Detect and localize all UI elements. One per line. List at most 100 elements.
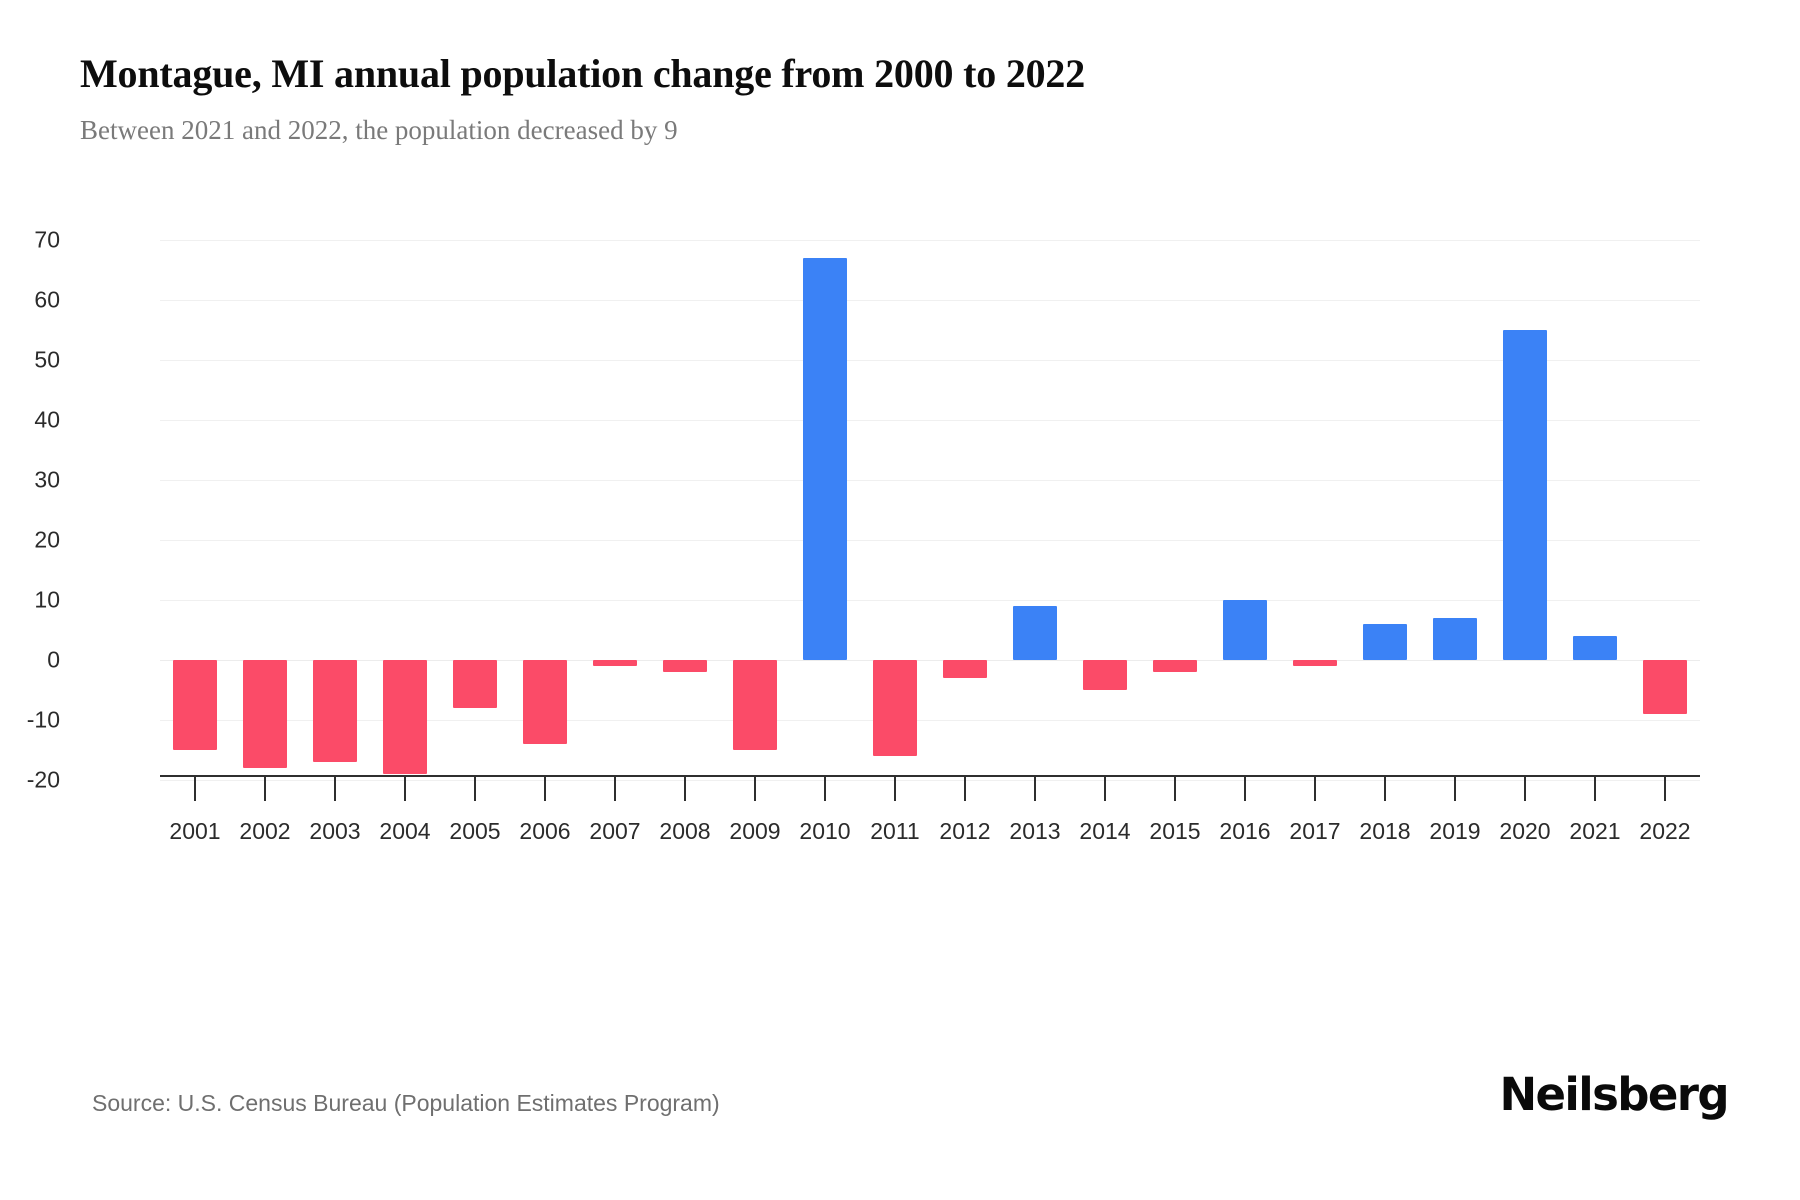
bar-slot (370, 240, 440, 780)
bar-slot (1210, 240, 1280, 780)
source-note: Source: U.S. Census Bureau (Population E… (92, 1090, 720, 1116)
x-axis-tick-label: 2011 (870, 818, 920, 844)
x-axis-tick (404, 777, 406, 801)
x-axis-tick (1034, 777, 1036, 801)
x-axis-tick-label: 2014 (1079, 818, 1131, 844)
bar[interactable] (313, 660, 357, 762)
bar-slot (300, 240, 370, 780)
bar[interactable] (943, 660, 987, 678)
x-axis-tick-label: 2013 (1009, 818, 1061, 844)
x-axis-tick-label: 2016 (1219, 818, 1271, 844)
bar-slot (790, 240, 860, 780)
y-axis-tick-label: 20 (34, 526, 60, 553)
x-axis-tick (474, 777, 476, 801)
x-axis-tick (684, 777, 686, 801)
bar[interactable] (1153, 660, 1197, 672)
x-axis-tick (894, 777, 896, 801)
x-axis-tick (1594, 777, 1596, 801)
x-axis-tick-label: 2020 (1499, 818, 1551, 844)
y-axis-tick-label: 60 (34, 286, 60, 313)
x-axis-tick (1174, 777, 1176, 801)
x-axis-tick-label: 2006 (519, 818, 571, 844)
x-axis-tick (614, 777, 616, 801)
x-axis-tick-label: 2022 (1639, 818, 1691, 844)
bar-slot (1490, 240, 1560, 780)
page-title: Montague, MI annual population change fr… (80, 51, 1086, 96)
y-axis-tick-label: 40 (34, 406, 60, 433)
bar[interactable] (803, 258, 847, 660)
gridline (160, 660, 1700, 661)
bar-slot (720, 240, 790, 780)
gridline (160, 780, 1700, 781)
bar-slot (1000, 240, 1070, 780)
bar[interactable] (173, 660, 217, 750)
x-axis-tick-label: 2015 (1149, 818, 1201, 844)
bar[interactable] (663, 660, 707, 672)
y-axis-tick-label: -20 (26, 766, 60, 793)
x-axis-tick (754, 777, 756, 801)
bar-slot (1280, 240, 1350, 780)
bar[interactable] (1223, 600, 1267, 660)
chart-subtitle: Between 2021 and 2022, the population de… (80, 114, 678, 145)
bar[interactable] (1013, 606, 1057, 660)
gridline (160, 240, 1700, 241)
bar[interactable] (453, 660, 497, 708)
bar[interactable] (1573, 636, 1617, 660)
y-axis-tick-label: 10 (34, 586, 60, 613)
bar-slot (930, 240, 1000, 780)
x-axis-tick-label: 2021 (1569, 818, 1621, 844)
bar[interactable] (1433, 618, 1477, 660)
bar[interactable] (593, 660, 637, 666)
x-axis-tick (544, 777, 546, 801)
x-axis-tick (1314, 777, 1316, 801)
x-axis-tick-label: 2005 (449, 818, 501, 844)
bar[interactable] (383, 660, 427, 774)
gridline (160, 360, 1700, 361)
bar[interactable] (733, 660, 777, 750)
x-axis-tick-label: 2018 (1359, 818, 1411, 844)
plot-area: 70 60 50 40 30 20 10 0 -10 -20 (0, 210, 1800, 910)
x-axis-line (160, 775, 1700, 777)
bar[interactable] (1363, 624, 1407, 660)
x-axis-tick (1454, 777, 1456, 801)
y-axis-tick-label: 30 (34, 466, 60, 493)
x-axis-tick (824, 777, 826, 801)
bar[interactable] (1293, 660, 1337, 666)
bar-slot (1070, 240, 1140, 780)
y-axis-tick-label: -10 (26, 706, 60, 733)
x-axis-tick-label: 2002 (239, 818, 291, 844)
bar-slot (580, 240, 650, 780)
bar[interactable] (873, 660, 917, 756)
x-axis-tick (194, 777, 196, 801)
bar-slot (1420, 240, 1490, 780)
bar[interactable] (1643, 660, 1687, 714)
bar-slot (1350, 240, 1420, 780)
x-axis-tick (264, 777, 266, 801)
bar[interactable] (523, 660, 567, 744)
gridline (160, 720, 1700, 721)
x-axis-tick-label: 2008 (659, 818, 711, 844)
x-axis-tick-label: 2001 (169, 818, 221, 844)
x-axis-tick-label: 2019 (1429, 818, 1481, 844)
gridline (160, 540, 1700, 541)
gridline (160, 600, 1700, 601)
bar-slot (510, 240, 580, 780)
chart-header: Montague, MI annual population change fr… (80, 51, 1720, 146)
bar-slot (230, 240, 300, 780)
bar[interactable] (1083, 660, 1127, 690)
x-axis-tick (334, 777, 336, 801)
y-axis-tick-label: 50 (34, 346, 60, 373)
x-axis-tick-label: 2017 (1289, 818, 1341, 844)
x-axis-tick (1104, 777, 1106, 801)
bar-slot (160, 240, 230, 780)
x-axis-tick-label: 2007 (589, 818, 641, 844)
bar[interactable] (1503, 330, 1547, 660)
bar[interactable] (243, 660, 287, 768)
x-axis-tick (1524, 777, 1526, 801)
x-axis-tick (1384, 777, 1386, 801)
y-axis-tick-label: 70 (34, 226, 60, 253)
x-axis-tick-label: 2004 (379, 818, 431, 844)
bar-slot (860, 240, 930, 780)
brand-logo: Neilsberg (1499, 1068, 1729, 1121)
